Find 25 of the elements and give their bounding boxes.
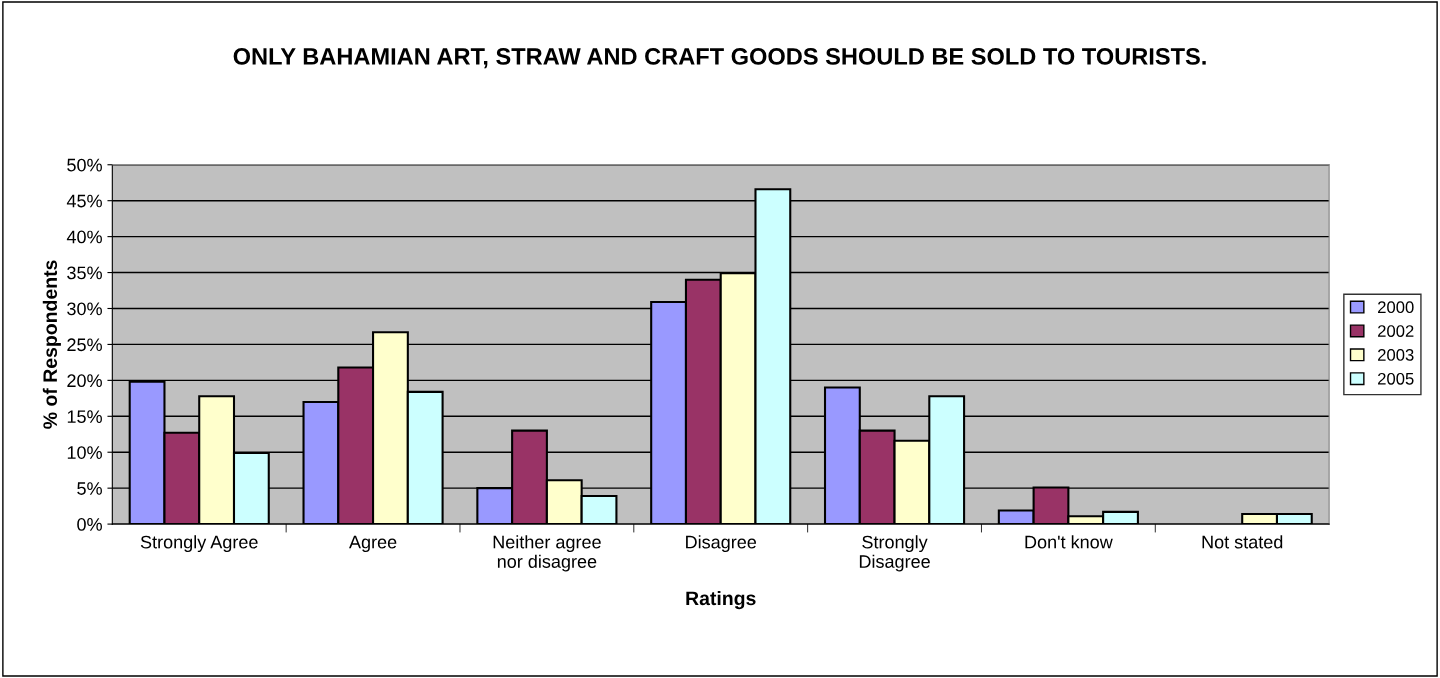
y-tick-label: 30% bbox=[67, 302, 102, 316]
y-tick-label: 35% bbox=[67, 266, 102, 280]
x-tick-label: Not stated bbox=[1202, 535, 1283, 549]
y-tick-label: 25% bbox=[67, 338, 102, 352]
x-tick-label: Strongly Disagree bbox=[859, 535, 930, 572]
y-tick-label: 40% bbox=[66, 230, 102, 244]
x-tick-label: Don't know bbox=[1025, 535, 1113, 549]
y-axis-title: % of Respondents bbox=[42, 260, 61, 429]
legend-label: 2002 bbox=[1378, 325, 1414, 337]
legend-label: 2003 bbox=[1378, 349, 1414, 361]
legend-label: 2000 bbox=[1378, 301, 1414, 314]
y-tick-label: 45% bbox=[66, 194, 102, 208]
y-tick-label: 50% bbox=[67, 158, 102, 172]
x-tick-label: Agree bbox=[349, 535, 397, 553]
y-tick-label: 5% bbox=[77, 482, 102, 495]
y-tick-label: 20% bbox=[67, 374, 102, 388]
x-tick-label: Disagree bbox=[686, 535, 757, 553]
y-tick-label: 0% bbox=[77, 518, 102, 531]
legend-label: 2005 bbox=[1378, 372, 1414, 385]
y-tick-label: 15% bbox=[67, 410, 102, 424]
x-axis-title: Ratings bbox=[686, 590, 756, 610]
chart-title: ONLY BAHAMIAN ART, STRAW AND CRAFT GOODS SHOULD BE SOLD TO TOURISTS. bbox=[233, 48, 1206, 69]
x-tick-label: Neither agree nor disagree bbox=[493, 535, 601, 572]
y-tick-label: 10% bbox=[67, 446, 102, 459]
x-tick-label: Strongly Agree bbox=[140, 535, 258, 553]
